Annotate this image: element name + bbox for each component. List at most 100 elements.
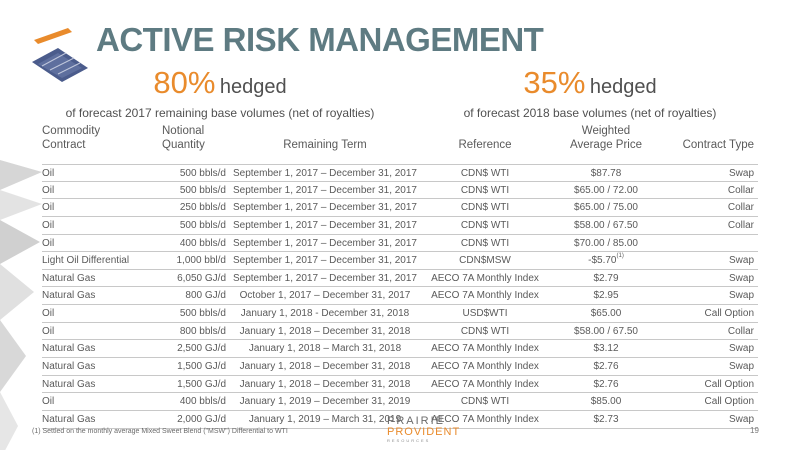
cell-contract-type: Collar <box>662 199 754 216</box>
cell-contract-type-text: Collar <box>727 184 754 196</box>
cell-price: $70.00 / 85.00 <box>550 235 662 252</box>
cell-reference-text: AECO 7A Monthly Index <box>431 343 539 355</box>
table-row: Natural Gas 1,500 GJ/d January 1, 2018 – D… <box>42 376 758 394</box>
cell-term-text: January 1, 2018 – December 31, 2018 <box>239 378 411 390</box>
cell-contract-type: Collar <box>662 323 754 340</box>
cell-quantity-text: 500 bbls/d <box>179 184 226 196</box>
cell-contract-type-text: Collar <box>727 219 754 231</box>
cell-reference-text: AECO 7A Monthly Index <box>431 290 539 302</box>
cell-term: January 1, 2018 - December 31, 2018 <box>232 305 418 322</box>
cell-contract-type: Call Option <box>662 376 754 393</box>
cell-term-text: January 1, 2018 – December 31, 2018 <box>239 361 411 373</box>
cell-commodity-text: Oil <box>42 325 55 337</box>
cell-price-text: $3.12 <box>593 343 619 355</box>
cell-term-text: January 1, 2019 – March 31, 2019 <box>248 413 402 425</box>
hedge-summary-2018: 35% hedged of forecast 2018 base volumes… <box>420 66 760 121</box>
cell-reference: CDN$ WTI <box>422 199 548 216</box>
header-commodity-line1: Commodity <box>42 125 101 137</box>
cell-commodity: Oil <box>42 182 162 199</box>
cell-reference-text: CDN$ WTI <box>460 219 510 231</box>
cell-price-text: $65.00 / 72.00 <box>574 184 638 196</box>
cell-quantity-text: 800 GJ/d <box>185 290 226 302</box>
cell-commodity: Oil <box>42 393 162 410</box>
cell-reference-text: CDN$ WTI <box>460 184 510 196</box>
cell-reference-text: CDN$ WTI <box>460 325 510 337</box>
cell-quantity: 250 bbls/d <box>162 199 226 216</box>
page-title: ACTIVE RISK MANAGEMENT <box>96 21 544 58</box>
cell-term: September 1, 2017 – December 31, 2017 <box>232 165 418 182</box>
cell-reference: AECO 7A Monthly Index <box>422 358 548 375</box>
cell-quantity: 800 GJ/d <box>162 287 226 304</box>
cell-quantity-text: 2,000 GJ/d <box>177 413 226 425</box>
cell-commodity: Natural Gas <box>42 270 162 287</box>
cell-quantity-text: 500 bbls/d <box>179 168 226 179</box>
table-row: Light Oil Differential 1,000 bbl/d Septemb… <box>42 252 758 270</box>
table-row: Oil 500 bbls/d January 1, 2018 - December … <box>42 305 758 323</box>
footnote-marker: (1) <box>616 253 624 260</box>
cell-commodity-text: Natural Gas <box>42 290 96 302</box>
cell-quantity: 2,000 GJ/d <box>162 411 226 428</box>
cell-term: September 1, 2017 – December 31, 2017 <box>232 270 418 287</box>
cell-commodity-text: Oil <box>42 184 55 196</box>
cell-price-text: $2.76 <box>593 361 619 373</box>
cell-price: $2.76 <box>550 376 662 393</box>
cell-quantity-text: 6,050 GJ/d <box>177 272 226 284</box>
cell-contract-type: Swap <box>662 340 754 357</box>
cell-term: September 1, 2017 – December 31, 2017 <box>232 235 418 252</box>
brand-wordmark: PRAIRIE PROVIDENT RESOURCES <box>387 416 460 444</box>
header-commodity-line2: Contract <box>42 139 86 151</box>
cell-quantity-text: 1,500 GJ/d <box>177 378 226 390</box>
cell-commodity: Light Oil Differential <box>42 252 162 269</box>
cell-quantity: 2,500 GJ/d <box>162 340 226 357</box>
cell-reference-text: AECO 7A Monthly Index <box>431 413 539 425</box>
hedge-word: hedged <box>589 76 657 98</box>
cell-price: $2.95 <box>550 287 662 304</box>
brand-line3: RESOURCES <box>387 438 431 443</box>
cell-commodity-text: Oil <box>42 202 55 214</box>
cell-contract-type: Swap <box>662 287 754 304</box>
cell-reference-text: CDN$ WTI <box>460 168 510 179</box>
cell-term: January 1, 2019 – March 31, 2019 <box>232 411 418 428</box>
table-row: Oil 500 bbls/d September 1, 2017 – Decembe… <box>42 164 758 182</box>
cell-price-text: $85.00 <box>590 396 622 408</box>
cell-quantity: 400 bbls/d <box>162 235 226 252</box>
cell-reference: CDN$ WTI <box>422 165 548 182</box>
cell-contract-type-text: Call Option <box>704 396 754 408</box>
cell-commodity: Natural Gas <box>42 376 162 393</box>
hedge-contracts-table: Commodity Contract Notional Quantity Rem… <box>42 124 758 429</box>
table-row: Oil 500 bbls/d September 1, 2017 – Decembe… <box>42 182 758 200</box>
table-body: Oil 500 bbls/d September 1, 2017 – Decembe… <box>42 164 758 429</box>
cell-quantity: 500 bbls/d <box>162 305 226 322</box>
cell-quantity: 800 bbls/d <box>162 323 226 340</box>
cell-price: $65.00 / 75.00 <box>550 199 662 216</box>
cell-quantity: 1,000 bbl/d <box>162 252 227 269</box>
table-row: Oil 400 bbls/d September 1, 2017 – Decembe… <box>42 235 758 253</box>
table-row: Oil 500 bbls/d September 1, 2017 – Decembe… <box>42 217 758 235</box>
cell-commodity-text: Oil <box>42 396 55 408</box>
cell-term: January 1, 2018 – December 31, 2018 <box>232 376 418 393</box>
cell-price: $2.79 <box>550 270 662 287</box>
cell-commodity: Oil <box>42 217 162 234</box>
cell-contract-type-text: Swap <box>728 272 754 284</box>
table-row: Oil 400 bbls/d January 1, 2019 – December … <box>42 393 758 411</box>
cell-contract-type: Swap <box>662 165 754 182</box>
header-price-line1: Weighted <box>581 125 631 137</box>
cell-quantity-text: 400 bbls/d <box>179 396 226 408</box>
cell-quantity: 1,500 GJ/d <box>162 376 226 393</box>
cell-reference-text: AECO 7A Monthly Index <box>431 378 539 390</box>
cell-contract-type-text: Swap <box>728 168 754 179</box>
cell-reference: CDN$ WTI <box>422 393 548 410</box>
cell-commodity-text: Natural Gas <box>42 343 96 355</box>
cell-term: January 1, 2018 – December 31, 2018 <box>232 358 418 375</box>
table-header: Commodity Contract Notional Quantity Rem… <box>42 124 758 154</box>
cell-reference-text: AECO 7A Monthly Index <box>431 361 539 373</box>
table-row: Natural Gas 1,500 GJ/d January 1, 2018 – D… <box>42 358 758 376</box>
company-logo-icon <box>32 28 88 82</box>
cell-contract-type-text: Call Option <box>704 308 754 320</box>
cell-contract-type-text: Call Option <box>704 378 754 390</box>
table-row: Natural Gas 2,000 GJ/d January 1, 2019 – M… <box>42 411 758 429</box>
cell-quantity-text: 500 bbls/d <box>179 308 226 320</box>
cell-contract-type-text: Swap <box>728 361 754 373</box>
cell-term-text: September 1, 2017 – December 31, 2017 <box>232 184 417 196</box>
cell-reference: AECO 7A Monthly Index <box>422 287 548 304</box>
